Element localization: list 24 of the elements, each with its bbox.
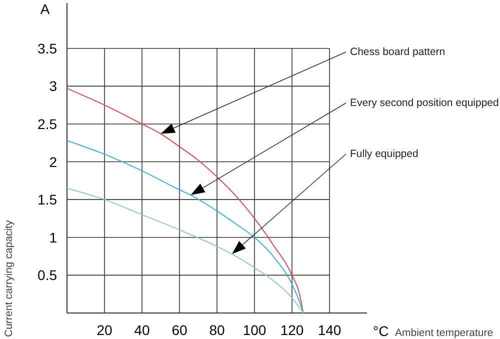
x-axis-title: Ambient temperature (395, 327, 494, 339)
text: Chess board pattern (350, 46, 446, 58)
text: Fully equipped (350, 148, 418, 160)
text: Every second position equipped (350, 97, 500, 109)
y-tick-label: 0.5 (38, 267, 58, 284)
y-tick-label: 3 (49, 78, 58, 94)
x-tick-label: 20 (96, 322, 112, 338)
line-series (66, 188, 304, 314)
x-tick-label: 80 (209, 322, 225, 338)
x-tick-label: 40 (134, 322, 150, 338)
text: °C (373, 323, 389, 339)
x-tick-label: 120 (280, 322, 304, 338)
y-tick-label: 1.5 (38, 192, 58, 208)
y-axis-title: Current carrying capacity (3, 220, 15, 337)
text: A (40, 1, 50, 17)
y-tick-label: 2 (49, 154, 58, 170)
y-tick-label: 3.5 (38, 40, 58, 56)
y-tick-label: 1 (49, 229, 58, 246)
y-tick-label: 2.5 (38, 116, 58, 132)
line-series (66, 140, 304, 314)
x-tick-label: 100 (242, 322, 266, 338)
x-tick-label: 60 (172, 322, 188, 338)
line-series (66, 88, 304, 314)
x-tick-label: 140 (318, 322, 342, 338)
